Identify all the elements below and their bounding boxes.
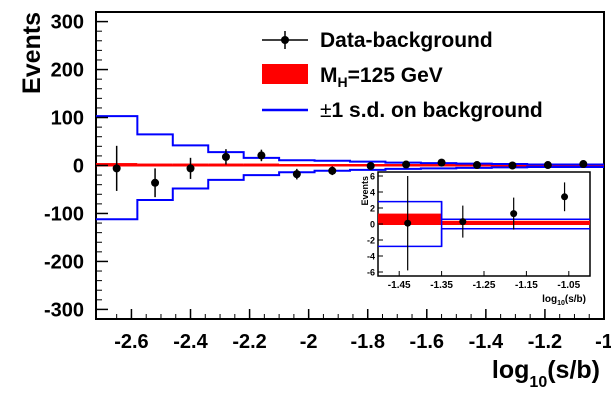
inset-x-axis-title: log10(s/b) bbox=[542, 294, 586, 307]
data-point bbox=[508, 161, 517, 170]
inset-y-tick-label: -4 bbox=[367, 252, 375, 262]
x-tick-label: -2 bbox=[300, 331, 318, 353]
y-axis-title: Events bbox=[18, 12, 46, 94]
legend-label-data: Data-background bbox=[320, 29, 493, 52]
inset-data-point bbox=[404, 219, 412, 227]
data-point bbox=[366, 161, 375, 170]
band-lower-line bbox=[96, 165, 604, 221]
inset-y-tick-label: -2 bbox=[367, 236, 375, 246]
x-tick-label: -2.4 bbox=[173, 331, 208, 353]
main-axes: -2.6 -2.4 -2.2 -2 -1.8 -1.6 -1.4 -1.2 -130020010… bbox=[44, 12, 611, 353]
inset-x-tick-label: -1.45 bbox=[388, 280, 411, 291]
legend-swatch-signal bbox=[262, 64, 308, 84]
x-axis-title-rest: (s/b) bbox=[547, 356, 600, 384]
legend-label-band: ±1 s.d. on background bbox=[320, 99, 543, 122]
inset-x-tick-label: -1.15 bbox=[515, 280, 538, 291]
legend: Data-background MH=125 GeV ±1 s.d. on ba… bbox=[262, 29, 543, 122]
legend-marker-data bbox=[262, 31, 308, 49]
inset-x-tick-label: -1.25 bbox=[473, 280, 496, 291]
inset-y-tick-label: 6 bbox=[370, 172, 375, 182]
x-axis-title-main: log bbox=[492, 356, 530, 384]
y-tick-label: -300 bbox=[44, 299, 84, 321]
inset-x-tick-label: -1.05 bbox=[557, 280, 580, 291]
inset-data-point bbox=[510, 210, 518, 218]
data-point bbox=[292, 170, 301, 179]
data-point bbox=[328, 166, 337, 175]
x-axis-title-sub: 10 bbox=[529, 374, 547, 391]
y-tick-label: 200 bbox=[51, 60, 84, 82]
y-tick-label: 100 bbox=[51, 108, 84, 130]
x-tick-label: -1.4 bbox=[469, 331, 504, 353]
band-upper-line bbox=[96, 115, 604, 166]
x-tick-label: -2.6 bbox=[114, 331, 148, 353]
data-point bbox=[221, 152, 230, 161]
inset-signal-bar bbox=[441, 220, 590, 225]
inset-y-tick-label: 4 bbox=[370, 188, 375, 198]
inset-plot bbox=[378, 176, 590, 271]
data-point bbox=[579, 160, 588, 169]
inset-data-point bbox=[459, 218, 467, 226]
main-plot bbox=[96, 115, 604, 221]
inset-y-tick-label: 0 bbox=[370, 220, 375, 230]
inset-axes: -1.45 -1.35 -1.25 -1.15 -1.05 6 4 2 0 -2 -4 -6 bbox=[367, 172, 581, 292]
y-tick-label: -100 bbox=[44, 203, 84, 225]
x-tick-label: -1.6 bbox=[410, 331, 444, 353]
y-tick-label: 0 bbox=[73, 156, 84, 178]
data-point bbox=[112, 164, 121, 173]
x-tick-label: -1.8 bbox=[350, 331, 384, 353]
inset-y-tick-label: -6 bbox=[367, 268, 375, 278]
y-tick-label: 300 bbox=[51, 12, 84, 34]
x-tick-label: -2.2 bbox=[232, 331, 266, 353]
data-point bbox=[437, 158, 446, 167]
legend-label-signal: MH=125 GeV bbox=[320, 64, 443, 90]
data-point bbox=[151, 178, 160, 187]
y-tick-label: -200 bbox=[44, 251, 84, 273]
inset-data-point bbox=[561, 193, 569, 201]
data-point bbox=[543, 161, 552, 170]
inset-y-tick-label: 2 bbox=[370, 204, 375, 214]
data-point bbox=[257, 151, 266, 160]
data-point bbox=[473, 161, 481, 170]
x-tick-label: -1.2 bbox=[528, 331, 562, 353]
inset-y-axis-title: Events bbox=[360, 176, 370, 206]
inset-signal-bar bbox=[378, 213, 442, 225]
x-axis-title: log10(s/b) bbox=[492, 356, 600, 391]
data-point bbox=[402, 160, 411, 169]
data-point bbox=[186, 164, 195, 173]
x-tick-label: -1 bbox=[595, 331, 611, 353]
inset-x-tick-label: -1.35 bbox=[430, 280, 453, 291]
